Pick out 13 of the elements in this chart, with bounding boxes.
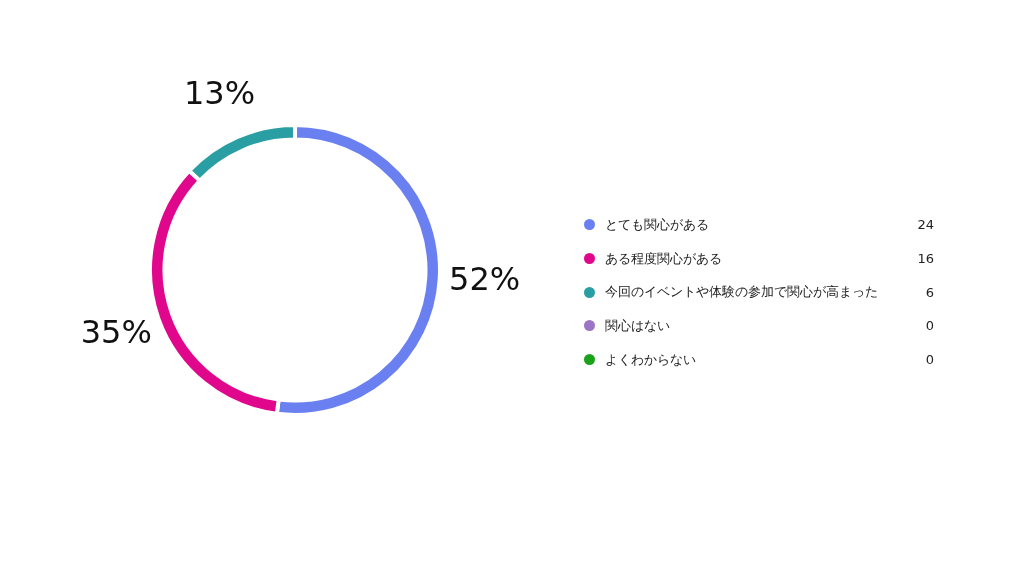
data-label: 52% [449, 260, 521, 299]
text: 0 [925, 352, 934, 368]
data-label: 13% [183, 73, 256, 112]
text: 0 [925, 318, 934, 334]
data-label: 35% [80, 312, 152, 351]
text: 6 [925, 284, 934, 300]
legend-label: 今回のイベントや体験の参加で関心が高まった [605, 283, 879, 302]
legend-label: とても関心がある [605, 215, 710, 234]
legend-label: ある程度関心がある [605, 249, 723, 268]
legend-label: 関心はない [605, 316, 671, 335]
text: 24 [917, 217, 934, 233]
legend-label: よくわからない [605, 350, 697, 369]
text: 16 [917, 251, 934, 267]
